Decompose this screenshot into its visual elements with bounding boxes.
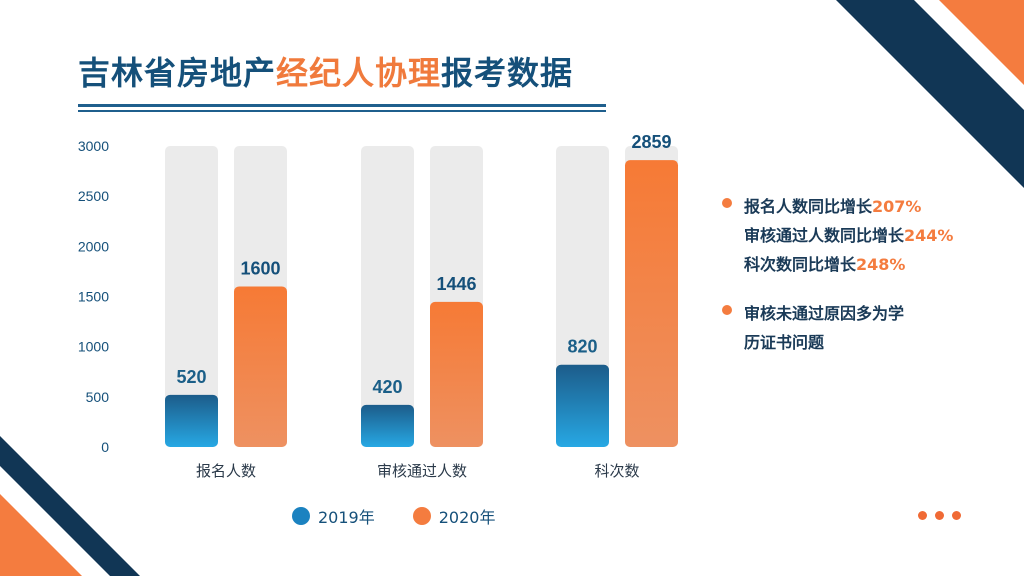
title-part-3: 报考数据 <box>441 54 574 92</box>
bar-track <box>361 146 414 447</box>
bullet-icon <box>722 305 732 315</box>
page-title: 吉林省房地产经纪人协理报考数据 <box>78 48 573 94</box>
bar-chart: 0 500 1000 1500 2000 2500 3000 520 1600 报名人数 420 14… <box>78 132 678 480</box>
chart-legend: 2019年 2020年 <box>292 504 495 528</box>
y-tick-label: 0 <box>101 439 109 455</box>
bar-2020 <box>430 301 483 447</box>
note-line: 报名人数同比增长207% <box>744 192 953 221</box>
legend-swatch-2020 <box>412 507 431 525</box>
y-tick-label: 2500 <box>78 188 109 204</box>
summary-notes: 报名人数同比增长207% 审核通过人数同比增长244% 科次数同比增长248% … <box>722 192 953 377</box>
note-text: 报名人数同比增长 <box>744 197 873 216</box>
y-tick-label: 2000 <box>78 238 109 254</box>
bottom-left-corner-decoration <box>0 436 140 576</box>
y-tick-label: 1000 <box>78 339 109 355</box>
data-label: 1446 <box>436 274 476 294</box>
top-right-corner-decoration <box>836 0 1024 188</box>
x-category-label: 科次数 <box>594 462 639 480</box>
bar-track <box>165 146 218 447</box>
bar-2019 <box>556 364 609 447</box>
y-tick-label: 500 <box>86 389 110 405</box>
bar-2019 <box>165 394 218 447</box>
data-label: 420 <box>372 377 402 397</box>
data-label: 520 <box>176 367 206 387</box>
legend-label-2020: 2020年 <box>438 508 496 527</box>
title-underline-thin <box>78 110 606 112</box>
y-tick-label: 1500 <box>78 289 109 305</box>
legend-swatch-2019 <box>292 507 310 525</box>
y-tick-label: 3000 <box>78 138 109 154</box>
title-underline <box>78 104 606 107</box>
note-line: 科次数同比增长248% <box>744 250 953 279</box>
bar-2020 <box>234 286 287 447</box>
note-percent: 244% <box>904 226 954 245</box>
title-highlight: 经纪人协理 <box>276 54 442 92</box>
legend-item-2019: 2019年 <box>292 504 375 528</box>
note-line: 历证书问题 <box>744 333 825 352</box>
x-category-label: 审核通过人数 <box>377 462 467 480</box>
legend-item-2020: 2020年 <box>412 504 496 528</box>
data-label: 2859 <box>631 132 671 152</box>
data-label: 820 <box>567 337 597 357</box>
note-growth: 报名人数同比增长207% 审核通过人数同比增长244% 科次数同比增长248% <box>722 192 953 279</box>
bullet-icon <box>722 198 732 208</box>
title-part-1: 吉林省房地产 <box>78 54 277 92</box>
data-label: 1600 <box>240 258 280 278</box>
more-dots-icon <box>918 511 961 520</box>
note-percent: 248% <box>856 255 906 274</box>
bar-2019 <box>361 404 414 447</box>
note-text: 科次数同比增长 <box>744 255 857 274</box>
note-line: 审核未通过原因多为学 <box>744 304 905 323</box>
note-text: 审核通过人数同比增长 <box>744 226 905 245</box>
note-failure-reason: 审核未通过原因多为学 历证书问题 <box>722 299 953 357</box>
note-line: 审核通过人数同比增长244% <box>744 221 953 250</box>
x-category-label: 报名人数 <box>196 462 256 480</box>
note-percent: 207% <box>872 197 922 216</box>
bar-2020 <box>625 160 678 447</box>
legend-label-2019: 2019年 <box>318 508 375 527</box>
